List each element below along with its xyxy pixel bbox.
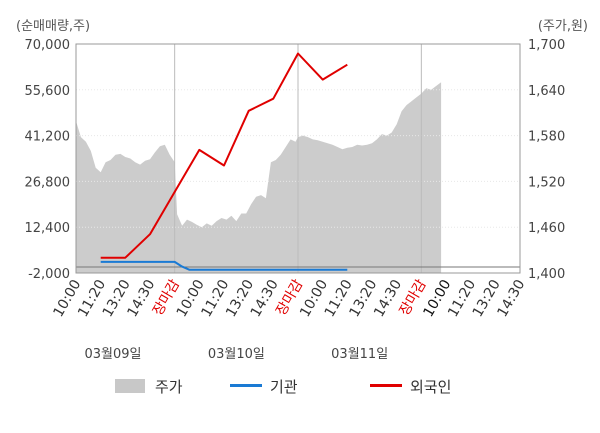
right-tick-label: 1,520 [528,175,565,190]
series-institution-line [100,260,348,271]
legend-label: 외국인 [410,378,451,396]
right-tick-label: 1,700 [528,38,565,53]
left-tick-label: 70,000 [25,38,71,53]
left-tick-label: -2,000 [28,267,70,282]
left-tick-label: 55,600 [25,84,71,99]
legend-swatch-price [115,379,145,393]
plot-border [75,43,521,274]
series-foreigner-line [100,52,348,259]
date-label: 03월09일 [84,347,141,362]
right-tick-label: 1,580 [528,130,565,145]
legend-label: 주가 [155,378,183,396]
legend-swatch-foreigner [370,384,402,387]
left-tick-label: 41,200 [25,130,71,145]
date-label: 03월10일 [208,347,265,362]
date-label: 03월11일 [331,347,388,362]
legend-label: 기관 [270,378,298,396]
series-price-area [76,82,442,273]
left-axis-unit-label: (순매매량,주) [16,19,90,34]
right-tick-label: 1,460 [528,221,565,236]
right-tick-label: 1,640 [528,84,565,99]
legend-swatch-institution [230,384,262,387]
left-tick-label: 26,800 [25,175,71,190]
right-tick-label: 1,400 [528,267,565,282]
left-tick-label: 12,400 [25,221,71,236]
right-axis-unit-label: (주가,원) [538,19,588,34]
